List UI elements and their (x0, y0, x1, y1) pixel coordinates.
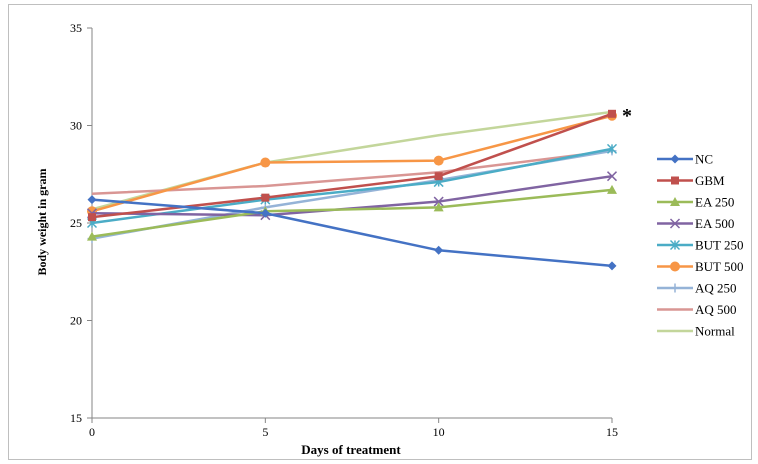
data-point-gbm (434, 172, 443, 181)
data-point-nc (434, 245, 444, 255)
x-tick-label: 0 (89, 425, 95, 439)
legend-marker-nc (670, 154, 680, 164)
data-point-gbm (608, 109, 616, 118)
series-group (86, 109, 618, 271)
legend-marker-but-250 (669, 239, 681, 251)
y-axis-label: Body weight in gram (35, 168, 49, 275)
data-point-ea-250 (87, 231, 97, 241)
data-point-ea-500 (433, 196, 444, 207)
legend-label-ea-250: EA 250 (695, 195, 734, 210)
y-tick-label: 25 (70, 216, 82, 230)
data-point-gbm (261, 193, 270, 202)
data-point-ea-500 (606, 171, 618, 182)
significance-annotation: * (622, 105, 632, 127)
data-point-nc (260, 208, 270, 218)
legend-item-gbm: GBM (657, 173, 725, 188)
axes: 15 20 25 30 35 0 5 10 15 (70, 21, 618, 439)
legend-label-but-500: BUT 500 (695, 259, 744, 274)
legend-label-gbm: GBM (695, 173, 725, 188)
y-tick-label: 35 (70, 21, 82, 35)
legend-marker-gbm (671, 176, 679, 185)
legend-item-but-250: BUT 250 (657, 238, 744, 253)
legend-label-nc: NC (695, 152, 713, 167)
x-axis-label: Days of treatment (301, 442, 401, 457)
legend-item-normal: Normal (657, 324, 735, 339)
data-point-ea-250 (607, 184, 617, 194)
legend-label-aq-250: AQ 250 (695, 281, 737, 296)
series-line-but-250 (91, 147, 613, 225)
y-tick-label: 15 (70, 411, 82, 425)
data-point-but-500 (260, 157, 271, 168)
legend-item-aq-500: AQ 500 (657, 302, 737, 317)
legend: NC GBM EA 250 EA 500 BUT 250 BUT 500 AQ 250 AQ … (657, 152, 744, 339)
series-line-ea-250 (91, 188, 613, 238)
data-point-gbm (88, 213, 96, 222)
legend-item-ea-500: EA 500 (657, 216, 734, 231)
legend-label-aq-500: AQ 500 (695, 302, 737, 317)
legend-item-but-500: BUT 500 (657, 259, 744, 274)
y-tick-label: 30 (70, 119, 82, 133)
x-tick-label: 15 (606, 425, 618, 439)
series-line-aq-500 (91, 149, 613, 195)
legend-item-aq-250: AQ 250 (657, 281, 737, 296)
legend-marker-ea-500 (669, 218, 681, 229)
data-point-but-250 (606, 143, 618, 154)
series-line-nc (91, 198, 613, 268)
data-point-nc (607, 261, 617, 271)
series-line-gbm (91, 112, 613, 219)
data-point-but-500 (433, 155, 444, 166)
legend-marker-aq-250 (670, 283, 680, 293)
legend-label-ea-500: EA 500 (695, 216, 734, 231)
series-nc (87, 195, 617, 271)
legend-label-but-250: BUT 250 (695, 238, 744, 253)
x-tick-label: 10 (433, 425, 445, 439)
legend-item-nc: NC (657, 152, 713, 167)
legend-marker-but-500 (670, 261, 680, 272)
data-point-nc (87, 195, 97, 205)
legend-label-normal: Normal (695, 324, 735, 339)
data-point-ea-250 (433, 202, 444, 212)
series-line-but-500 (91, 114, 613, 213)
series-aq-500 (91, 149, 613, 195)
x-tick-label: 5 (262, 425, 268, 439)
legend-item-ea-250: EA 250 (657, 195, 734, 210)
y-tick-label: 20 (70, 314, 82, 328)
legend-marker-ea-250 (670, 197, 680, 206)
